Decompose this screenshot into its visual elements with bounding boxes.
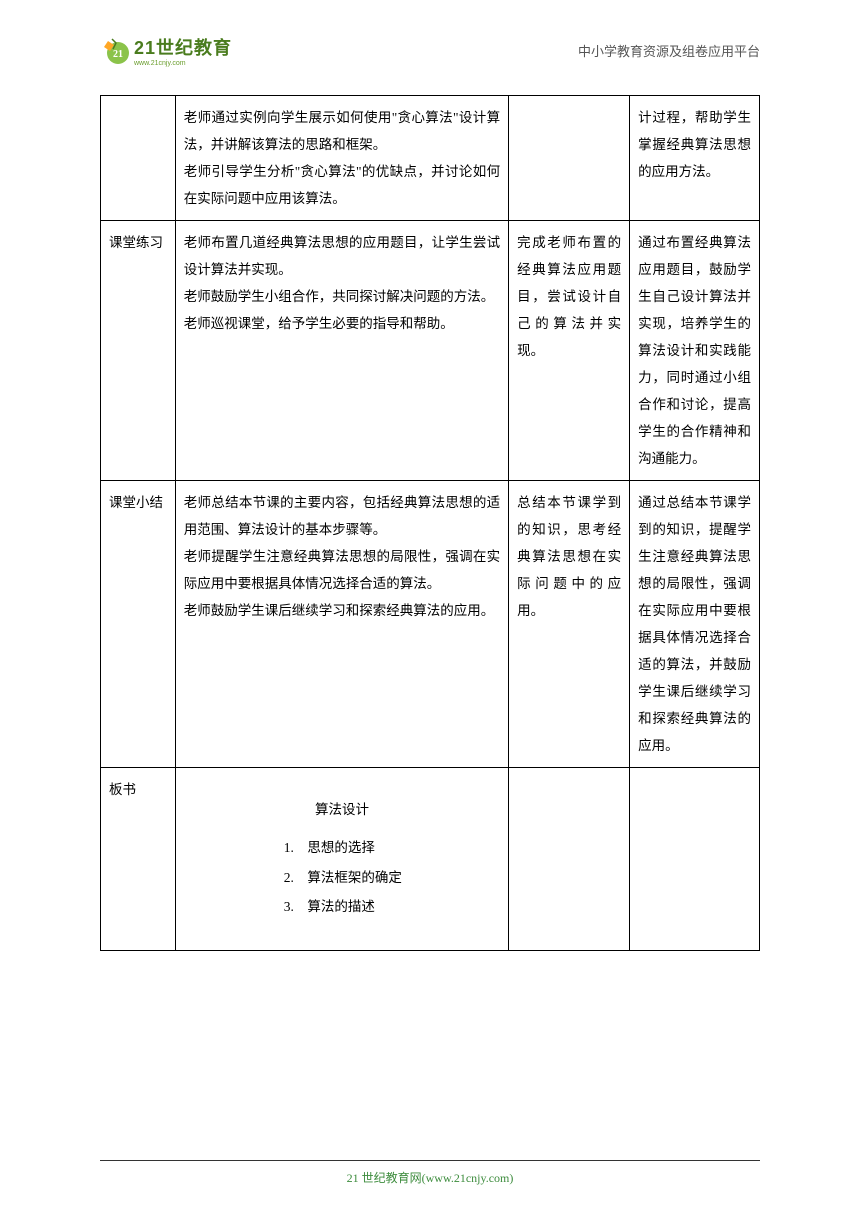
svg-text:21: 21 [113, 49, 123, 60]
row0-col2: 老师通过实例向学生展示如何使用"贪心算法"设计算法，并讲解该算法的思路和框架。老… [175, 96, 508, 221]
row0-col1 [101, 96, 176, 221]
row1-col4: 通过布置经典算法应用题目，鼓励学生自己设计算法并实现，培养学生的算法设计和实践能… [630, 221, 760, 481]
board-item: 3. 算法的描述 [284, 892, 500, 922]
row1-col2: 老师布置几道经典算法思想的应用题目，让学生尝试设计算法并实现。老师鼓励学生小组合… [175, 221, 508, 481]
row3-board: 算法设计 1. 思想的选择 2. 算法框架的确定 3. 算法的描述 [175, 768, 508, 951]
row3-col1: 板书 [101, 768, 176, 951]
row0-col3 [509, 96, 630, 221]
logo-icon: 21 [100, 35, 130, 65]
table-row: 课堂小结 老师总结本节课的主要内容，包括经典算法思想的适用范围、算法设计的基本步… [101, 481, 760, 768]
table-row: 老师通过实例向学生展示如何使用"贪心算法"设计算法，并讲解该算法的思路和框架。老… [101, 96, 760, 221]
logo-text-block: 21世纪教育 www.21cnjy.com [134, 34, 232, 67]
logo-sub-text: www.21cnjy.com [134, 60, 232, 67]
board-item: 1. 思想的选择 [284, 833, 500, 863]
board-title: 算法设计 [244, 796, 500, 823]
row2-col1: 课堂小结 [101, 481, 176, 768]
footer-divider [100, 1160, 760, 1161]
lesson-table: 老师通过实例向学生展示如何使用"贪心算法"设计算法，并讲解该算法的思路和框架。老… [100, 95, 760, 951]
row0-col4: 计过程，帮助学生掌握经典算法思想的应用方法。 [630, 96, 760, 221]
footer-text: 21 世纪教育网(www.21cnjy.com) [0, 1169, 860, 1186]
header-right-text: 中小学教育资源及组卷应用平台 [578, 41, 760, 60]
row3-col3 [509, 768, 630, 951]
page-footer: 21 世纪教育网(www.21cnjy.com) [0, 1160, 860, 1186]
logo-main-text: 21世纪教育 [134, 34, 232, 60]
row2-col3: 总结本节课学到的知识，思考经典算法思想在实际问题中的应用。 [509, 481, 630, 768]
row1-col3: 完成老师布置的经典算法应用题目，尝试设计自己的算法并实现。 [509, 221, 630, 481]
board-list: 1. 思想的选择 2. 算法框架的确定 3. 算法的描述 [244, 833, 500, 922]
row3-col4 [630, 768, 760, 951]
row2-col2: 老师总结本节课的主要内容，包括经典算法思想的适用范围、算法设计的基本步骤等。老师… [175, 481, 508, 768]
table-row: 课堂练习 老师布置几道经典算法思想的应用题目，让学生尝试设计算法并实现。老师鼓励… [101, 221, 760, 481]
page-header: 21 21世纪教育 www.21cnjy.com 中小学教育资源及组卷应用平台 [0, 30, 860, 70]
board-content: 算法设计 1. 思想的选择 2. 算法框架的确定 3. 算法的描述 [184, 776, 500, 942]
logo: 21 21世纪教育 www.21cnjy.com [100, 34, 232, 67]
row2-col4: 通过总结本节课学到的知识，提醒学生注意经典算法思想的局限性，强调在实际应用中要根… [630, 481, 760, 768]
row1-col1: 课堂练习 [101, 221, 176, 481]
board-item: 2. 算法框架的确定 [284, 863, 500, 893]
table-row: 板书 算法设计 1. 思想的选择 2. 算法框架的确定 3. 算法的描述 [101, 768, 760, 951]
